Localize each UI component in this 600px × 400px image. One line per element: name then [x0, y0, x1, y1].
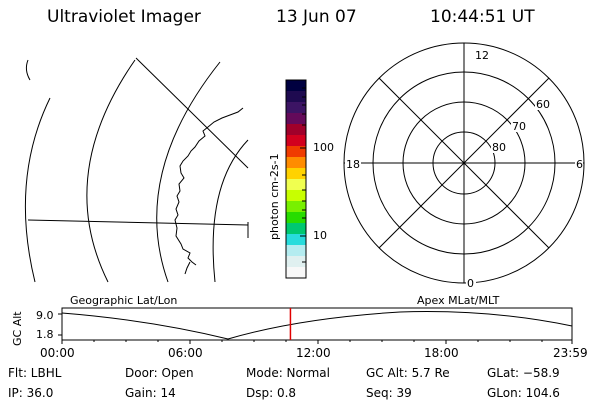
x-tick-1800: 18:00 — [424, 346, 459, 360]
colorbar-band — [286, 245, 306, 257]
colorbar-tick-100: 100 — [313, 141, 334, 154]
altitude-curve — [61, 311, 573, 340]
colorbar-band — [286, 190, 306, 202]
colorbar-band — [286, 179, 306, 191]
instrument-title: Ultraviolet Imager — [47, 7, 201, 27]
timeline-y-max: 9.0 — [36, 309, 54, 322]
colorbar-band — [286, 267, 306, 279]
colorbar-band — [286, 102, 306, 114]
colorbar-band — [286, 223, 306, 235]
lat-label-60: 60 — [536, 98, 550, 111]
colorbar-band — [286, 256, 306, 268]
mlt-label-18: 18 — [346, 158, 360, 171]
ip-info: IP: 36.0 — [8, 386, 54, 400]
colorbar-tick-10: 10 — [313, 229, 327, 242]
colorbar-band — [286, 201, 306, 213]
seq-info: Seq: 39 — [366, 386, 412, 400]
colorbar-band — [286, 146, 306, 158]
apex-caption: Apex MLat/MLT — [417, 294, 500, 307]
colorbar-band — [286, 80, 306, 92]
dsp-info: Dsp: 0.8 — [246, 386, 297, 400]
colorbar-bands — [286, 80, 306, 279]
gain-info: Gain: 14 — [125, 386, 176, 400]
glon-info: GLon: 104.6 — [487, 386, 560, 400]
colorbar-band — [286, 113, 306, 125]
x-tick-0000: 00:00 — [40, 346, 75, 360]
mlt-label-6: 6 — [576, 158, 583, 171]
colorbar-unit-label: photon cm-2s-1 — [268, 153, 281, 240]
mode-info: Mode: Normal — [246, 366, 330, 380]
time-label: 10:44:51 UT — [430, 7, 535, 27]
x-tick-1200: 12:00 — [296, 346, 331, 360]
mlt-label-12: 12 — [475, 49, 489, 62]
timeline-y-min: 1.8 — [36, 328, 54, 341]
date-label: 13 Jun 07 — [276, 7, 357, 27]
colorbar-band — [286, 212, 306, 224]
mlt-label-0: 0 — [467, 277, 474, 290]
lat-label-70: 70 — [512, 120, 526, 133]
colorbar-band — [286, 124, 306, 136]
colorbar-band — [286, 157, 306, 169]
colorbar-band — [286, 91, 306, 103]
x-tick-0600: 06:00 — [168, 346, 203, 360]
glat-info: GLat: −58.9 — [487, 366, 560, 380]
lat-label-80: 80 — [492, 141, 506, 154]
x-tick-2359: 23:59 — [553, 346, 588, 360]
colorbar-band — [286, 135, 306, 147]
colorbar-band — [286, 168, 306, 180]
geographic-caption: Geographic Lat/Lon — [70, 294, 177, 307]
timeline-y-label: GC Alt — [11, 311, 24, 346]
door-info: Door: Open — [125, 366, 194, 380]
filter-info: Flt: LBHL — [8, 366, 62, 380]
gc-alt-info: GC Alt: 5.7 Re — [366, 366, 450, 380]
colorbar-band — [286, 234, 306, 246]
